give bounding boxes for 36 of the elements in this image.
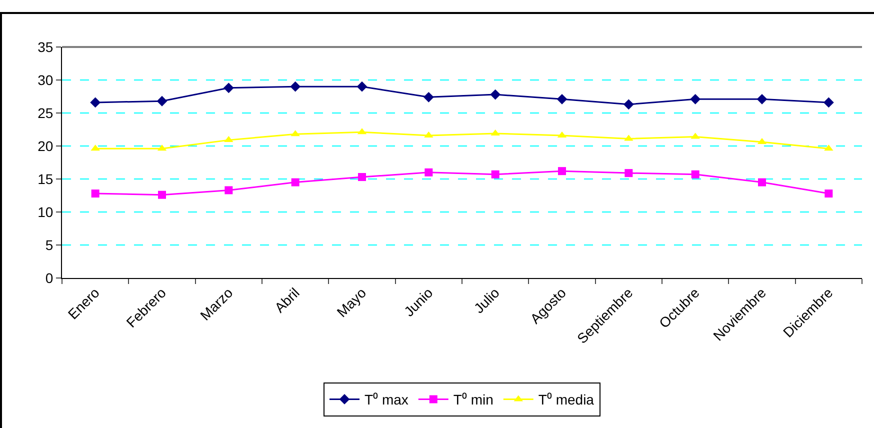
point	[824, 190, 833, 198]
y-tick-label: 30	[38, 72, 54, 88]
y-tick-label: 35	[38, 38, 54, 55]
point	[756, 94, 768, 104]
point	[156, 96, 168, 106]
point	[224, 186, 233, 194]
point	[691, 170, 700, 178]
point	[491, 170, 500, 178]
y-tick-label: 15	[38, 170, 54, 187]
point	[91, 190, 100, 198]
y-tick-label: 0	[45, 270, 54, 286]
point	[291, 178, 300, 186]
legend-label: T⁰ media	[538, 392, 594, 408]
point	[624, 169, 633, 178]
point	[358, 173, 366, 182]
point	[623, 99, 634, 110]
point	[558, 167, 566, 176]
y-tick-label: 10	[38, 204, 54, 220]
point	[490, 89, 501, 100]
y-tick-label: 20	[38, 138, 54, 154]
point	[424, 168, 433, 176]
point	[90, 97, 101, 108]
point	[356, 81, 368, 92]
legend-label: T⁰ max	[364, 392, 408, 408]
point	[423, 92, 434, 102]
y-tick-label: 5	[45, 236, 54, 253]
point	[758, 178, 766, 186]
point	[223, 82, 234, 94]
point	[290, 81, 301, 92]
point	[823, 97, 834, 108]
point	[556, 94, 568, 104]
legend-label: T⁰ min	[453, 392, 494, 408]
y-tick-label: 25	[38, 104, 54, 121]
point	[690, 94, 701, 104]
x-tick-label: Julio	[470, 284, 503, 316]
point	[158, 190, 166, 199]
